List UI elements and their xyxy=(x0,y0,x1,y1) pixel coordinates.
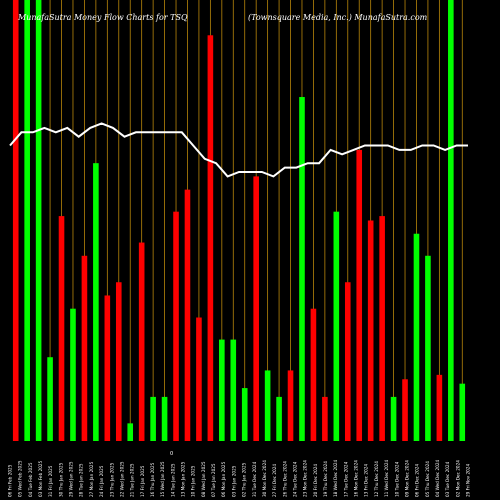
money-flow-bar xyxy=(356,149,363,441)
money-flow-bar xyxy=(58,216,65,441)
money-flow-bar xyxy=(310,308,317,441)
money-flow-bar xyxy=(333,211,340,441)
money-flow-bar xyxy=(230,339,237,441)
x-tick-label: 09 Mon Dec 2024 xyxy=(404,460,409,497)
money-flow-line xyxy=(9,122,468,178)
x-tick-label: 12 Thu Dec 2024 xyxy=(374,461,379,497)
money-flow-bar xyxy=(322,396,328,441)
money-flow-bar xyxy=(150,396,156,441)
money-flow-line-group xyxy=(9,122,468,178)
money-flow-bar xyxy=(425,255,431,441)
money-flow-bar xyxy=(127,423,134,441)
money-flow-bar xyxy=(299,97,305,442)
x-tick-label: 23 Thu Jan 2025 xyxy=(109,462,114,497)
money-flow-bar xyxy=(70,308,76,441)
money-flow-bar xyxy=(241,388,248,441)
money-flow-bar xyxy=(207,35,214,441)
money-flow-bar xyxy=(81,255,88,441)
axis-zero-mark: 0 xyxy=(170,451,173,457)
x-tick-label: 30 Thu Jan 2025 xyxy=(58,462,63,497)
x-tick-label: 27 Mon Jan 2025 xyxy=(89,461,94,497)
x-tick-label: 15 Wed Jan 2025 xyxy=(160,461,165,497)
x-tick-label: 03 Fri Jan 2025 xyxy=(231,465,236,497)
money-flow-bar xyxy=(93,163,99,442)
x-tick-label: 04 Wed Dec 2024 xyxy=(435,459,440,497)
x-tick-label: 13 Mon Jan 2025 xyxy=(181,461,186,497)
money-flow-bar xyxy=(196,317,202,441)
x-tick-label: 16 Mon Dec 2024 xyxy=(354,460,359,497)
x-tick-label: 21 Tue Jan 2025 xyxy=(130,463,135,497)
x-tick-label: 22 Wed Jan 2025 xyxy=(120,461,125,497)
x-tick-label: 24 Fri Jan 2025 xyxy=(99,465,104,497)
x-tick-label: 14 Tue Jan 2025 xyxy=(170,463,175,497)
x-tick-label: 26 Thu Dec 2024 xyxy=(282,461,287,497)
money-flow-bar xyxy=(287,370,294,441)
x-tick-label: 05 Thu Dec 2024 xyxy=(425,461,430,497)
money-flow-bar xyxy=(12,0,19,441)
money-flow-bar xyxy=(219,339,225,441)
bars xyxy=(12,0,466,442)
x-tick-label: 28 Tue Jan 2025 xyxy=(79,463,84,497)
money-flow-bar xyxy=(35,0,42,441)
money-flow-bar xyxy=(390,396,397,441)
money-flow-bar xyxy=(367,220,374,441)
x-tick-label: 19 Thu Dec 2024 xyxy=(323,461,328,497)
money-flow-bar xyxy=(264,370,271,441)
money-flow-bar xyxy=(104,295,111,441)
x-tick-label: 07 Tue Jan 2025 xyxy=(211,463,216,497)
money-flow-bar xyxy=(436,374,443,441)
money-flow-bar xyxy=(413,233,420,441)
chart-title: MunafaSutra Money Flow Charts for TSQ xyxy=(18,13,188,22)
x-tick-label: 29 Fri Nov 2024 xyxy=(466,464,471,497)
x-tick-label: 13 Fri Dec 2024 xyxy=(364,464,369,497)
x-tick-label: 17 Tue Dec 2024 xyxy=(343,461,348,497)
x-tick-label: 17 Fri Jan 2025 xyxy=(140,465,145,497)
money-flow-bar xyxy=(138,242,145,441)
x-tick-label: 31 Tue Dec 2024 xyxy=(252,461,257,497)
money-flow-bar xyxy=(402,379,408,441)
x-tick-label: 18 Wed Dec 2024 xyxy=(333,459,338,497)
x-tick-label: 16 Thu Jan 2025 xyxy=(150,462,155,497)
money-flow-bar xyxy=(344,282,351,441)
x-tick-label: 08 Wed Jan 2025 xyxy=(201,461,206,497)
x-tick-label: 27 Fri Dec 2024 xyxy=(272,464,277,497)
x-tick-label: 04 Tue Feb 2025 xyxy=(28,462,33,497)
x-tick-label: 24 Tue Dec 2024 xyxy=(293,461,298,497)
x-tick-label: 02 Mon Dec 2024 xyxy=(455,460,460,497)
x-tick-label: 31 Fri Jan 2025 xyxy=(48,465,53,497)
x-tick-label: 06 Mon Jan 2025 xyxy=(221,461,226,497)
x-tick-label: 03 Mon Feb 2025 xyxy=(38,460,43,497)
money-flow-bar xyxy=(161,396,168,441)
money-flow-bar xyxy=(115,282,122,441)
x-tick-label: 29 Wed Jan 2025 xyxy=(69,461,74,497)
money-flow-bar xyxy=(276,396,282,441)
money-flow-bar xyxy=(379,216,385,441)
chart-subtitle: (Townsquare Media, Inc.) MunafaSutra.com xyxy=(248,13,428,22)
money-flow-bar xyxy=(253,176,259,441)
x-tick-label: 05 Wed Feb 2025 xyxy=(18,460,23,497)
money-flow-bar xyxy=(173,211,179,441)
money-flow-bar xyxy=(47,357,53,441)
money-flow-bar xyxy=(24,0,30,441)
x-tick-labels: 06 Fri Feb 2025 05 Wed Feb 2025 04 Tue Feb… xyxy=(8,459,471,497)
x-tick-label: 23 Mon Dec 2024 xyxy=(303,460,308,497)
x-tick-label: 06 Fri Dec 2024 xyxy=(415,464,420,497)
x-tick-label: 10 Tue Dec 2024 xyxy=(394,461,399,497)
x-tick-label: 30 Mon Dec 2024 xyxy=(262,460,267,497)
money-flow-bar xyxy=(459,383,466,441)
money-flow-bar xyxy=(184,189,191,441)
x-tick-label: 02 Thu Jan 2025 xyxy=(242,462,247,497)
x-tick-label: 11 Wed Dec 2024 xyxy=(384,459,389,497)
x-tick-label: 20 Fri Dec 2024 xyxy=(313,464,318,497)
x-tick-label: 10 Fri Jan 2025 xyxy=(191,465,196,497)
x-tick-label: 06 Fri Feb 2025 xyxy=(8,464,13,497)
money-flow-bar xyxy=(448,0,454,441)
x-tick-label: 03 Tue Dec 2024 xyxy=(445,461,450,497)
